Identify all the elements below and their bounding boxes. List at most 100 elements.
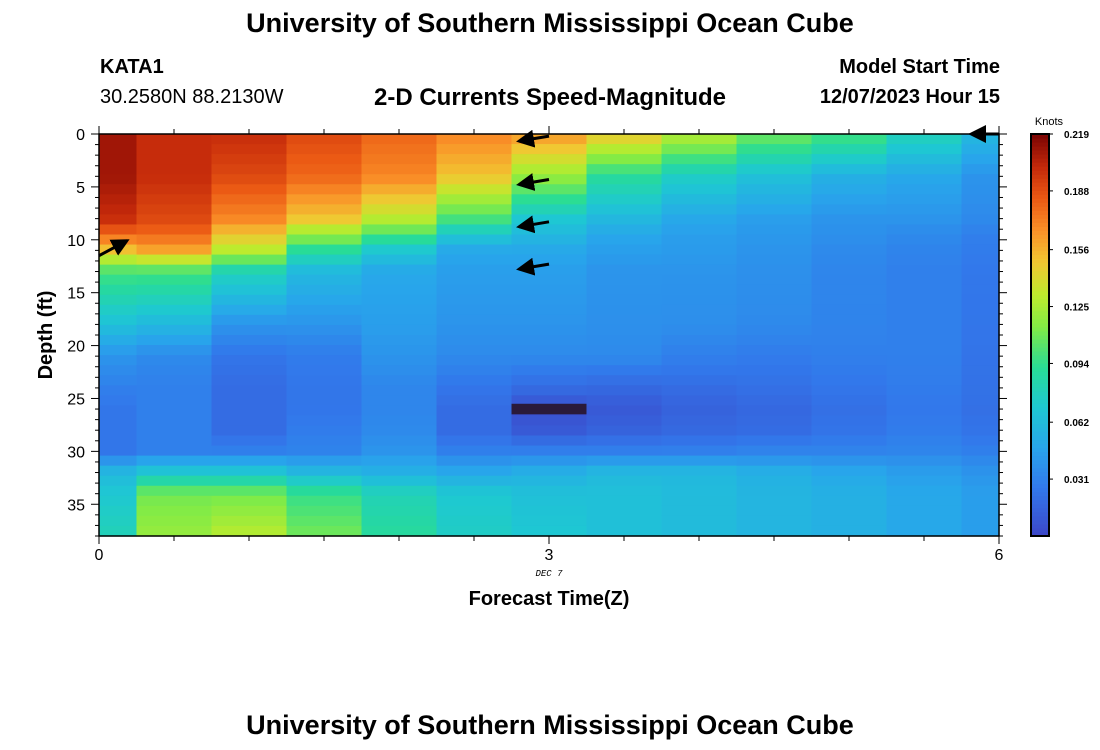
colorbar-segment: [1031, 403, 1049, 408]
colorbar-segment: [1031, 375, 1049, 380]
heatmap-cell: [736, 465, 813, 477]
heatmap-cell: [811, 204, 888, 215]
colorbar-segment: [1031, 302, 1049, 308]
heatmap-cell: [736, 214, 813, 226]
heatmap-cell: [961, 324, 1000, 336]
heatmap-cell: [661, 324, 738, 336]
colorbar-units-label: Knots: [1035, 116, 1064, 128]
heatmap-cell: [736, 425, 813, 437]
heatmap-cell: [736, 144, 813, 155]
heatmap-cell: [586, 455, 663, 467]
heatmap-cell: [436, 445, 513, 457]
colorbar-segment: [1031, 443, 1049, 449]
heatmap-cell: [961, 495, 1000, 507]
colorbar-segment: [1031, 146, 1049, 151]
colorbar-segment: [1031, 134, 1049, 139]
colorbar-tick-label: 0.156: [1064, 246, 1089, 257]
heatmap-cell: [286, 495, 363, 507]
heatmap-cell: [736, 395, 813, 406]
heatmap-cell: [961, 465, 1000, 477]
heatmap-cell: [99, 435, 138, 447]
heatmap-cell: [286, 425, 363, 437]
heatmap-cell: [286, 465, 363, 477]
colorbar-segment: [1031, 330, 1049, 336]
heatmap-cell: [886, 515, 963, 527]
heatmap-cell: [736, 254, 813, 266]
heatmap-cell: [811, 234, 888, 246]
heatmap-cell: [286, 385, 363, 396]
heatmap-cell: [99, 355, 138, 366]
heatmap-cell: [811, 525, 888, 537]
heatmap-cell: [736, 385, 813, 396]
colorbar-segment: [1031, 282, 1049, 288]
heatmap-cell: [361, 495, 438, 507]
heatmap-cell: [361, 455, 438, 467]
x-tick-label: 3: [545, 547, 554, 564]
heatmap-cell: [286, 415, 363, 427]
heatmap-cell: [99, 385, 138, 396]
heatmap-cell: [361, 224, 438, 236]
heatmap-cell: [436, 415, 513, 427]
heatmap-cell: [511, 355, 588, 366]
heatmap-cell: [586, 425, 663, 437]
heatmap-cell: [211, 435, 288, 447]
heatmap-cell: [736, 164, 813, 175]
heatmap-cell: [736, 495, 813, 507]
heatmap-cell: [811, 335, 888, 346]
heatmap-cell: [886, 204, 963, 215]
colorbar-segment: [1031, 419, 1049, 424]
heatmap-cell: [211, 415, 288, 427]
heatmap-cell: [736, 455, 813, 467]
x-tick-label: 0: [95, 547, 104, 564]
heatmap-cell: [961, 475, 1000, 487]
heatmap-cell: [136, 465, 213, 477]
heatmap-cell: [736, 134, 813, 145]
heatmap-cell: [136, 274, 213, 286]
heatmap-cell: [586, 345, 663, 356]
colorbar-segment: [1031, 455, 1049, 461]
colorbar-segment: [1031, 379, 1049, 384]
heatmap-cell: [211, 515, 288, 527]
heatmap-cell: [811, 395, 888, 406]
colorbar-segment: [1031, 270, 1049, 276]
heatmap-cell: [99, 345, 138, 356]
heatmap-cell: [511, 375, 588, 386]
heatmap-cell: [286, 254, 363, 266]
heatmap-cell: [811, 194, 888, 205]
heatmap-cell: [586, 304, 663, 316]
colorbar-segment: [1031, 158, 1049, 163]
heatmap-cell: [99, 204, 138, 215]
heatmap-cell: [886, 174, 963, 185]
heatmap-cell: [511, 194, 588, 205]
heatmap-cell: [811, 475, 888, 487]
colorbar-segment: [1031, 467, 1049, 473]
colorbar-segment: [1031, 411, 1049, 416]
heatmap-cell: [99, 445, 138, 457]
heatmap-cell: [436, 234, 513, 246]
heatmap-cell: [436, 174, 513, 185]
heatmap-cell: [286, 445, 363, 457]
heatmap-cell: [886, 314, 963, 326]
heatmap-cell: [886, 304, 963, 316]
chart-subtitle: 2-D Currents Speed-Magnitude: [373, 84, 727, 111]
heatmap-cell: [811, 495, 888, 507]
heatmap-cell: [886, 495, 963, 507]
colorbar-segment: [1031, 475, 1049, 481]
heatmap-cell: [99, 154, 138, 165]
heatmap-cell: [586, 515, 663, 527]
heatmap-cell: [99, 515, 138, 527]
heatmap-cell: [661, 405, 738, 416]
heatmap-cell: [511, 284, 588, 296]
heatmap-cell: [661, 154, 738, 165]
heatmap-cell: [886, 284, 963, 296]
heatmap-cell: [436, 274, 513, 286]
heatmap-cell: [511, 455, 588, 467]
heatmap-cell: [436, 134, 513, 145]
heatmap-cell: [361, 365, 438, 376]
colorbar-segment: [1031, 459, 1049, 465]
heatmap-cell: [661, 244, 738, 256]
heatmap-cell: [511, 164, 588, 175]
colorbar-segment: [1031, 423, 1049, 428]
heatmap-cell: [136, 174, 213, 185]
heatmap-cell: [99, 465, 138, 477]
